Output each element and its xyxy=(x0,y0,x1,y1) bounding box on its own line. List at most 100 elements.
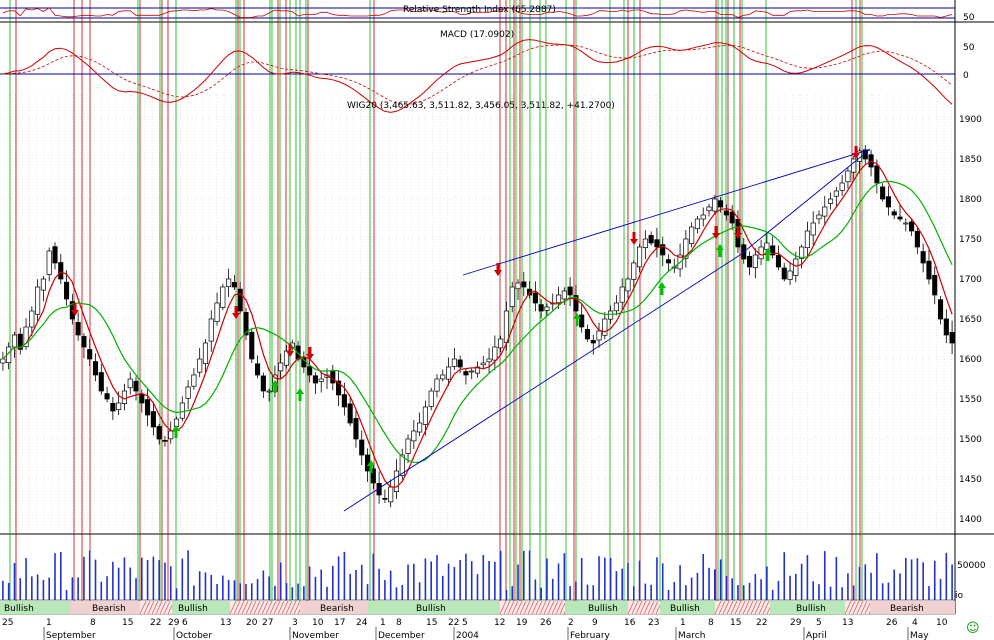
candle-body xyxy=(64,281,70,300)
candle-body xyxy=(173,418,180,427)
date-tick-label: 19 xyxy=(516,618,528,628)
price-tick-label: 1550 xyxy=(959,395,982,405)
candle-body xyxy=(770,245,776,256)
candle-body xyxy=(469,370,475,373)
sentiment-segment xyxy=(870,601,955,614)
sentiment-hatch xyxy=(535,600,543,615)
price-tick-label: 1600 xyxy=(959,355,982,365)
candle-body xyxy=(521,281,527,288)
candle-body xyxy=(937,299,944,320)
sentiment-hatch xyxy=(261,600,269,615)
month-label: October xyxy=(176,631,212,640)
trendline xyxy=(343,254,741,512)
date-tick-label: 8 xyxy=(708,618,714,628)
sentiment-hatch xyxy=(257,600,265,615)
date-tick-label: 10 xyxy=(936,618,948,628)
price-tick-label: 1650 xyxy=(959,315,982,325)
candle-body xyxy=(909,221,915,232)
price-tick-label: 1450 xyxy=(959,475,982,485)
sentiment-hatch xyxy=(714,600,722,615)
candle-body xyxy=(29,310,35,328)
sell-arrow-icon xyxy=(712,226,720,239)
candle-body xyxy=(98,372,104,392)
macd-panel: 50 0 xyxy=(0,39,975,113)
price-tick-label: 1850 xyxy=(959,155,982,165)
date-tick-label: 20 xyxy=(246,618,258,628)
moving-average-slow xyxy=(2,180,953,463)
candle-body xyxy=(758,246,764,260)
date-tick-label: 5 xyxy=(816,618,822,628)
date-tick-label: 26 xyxy=(540,618,552,628)
month-label: March xyxy=(678,631,705,640)
sentiment-hatch xyxy=(143,600,151,615)
candle-body xyxy=(851,158,857,173)
sentiment-hatch xyxy=(237,600,245,615)
date-tick-label: 26 xyxy=(886,618,898,628)
candle-body xyxy=(544,306,550,311)
candle-body xyxy=(197,358,203,373)
candle-body xyxy=(793,258,799,276)
candle-body xyxy=(52,246,58,264)
candle-body xyxy=(393,470,400,492)
sentiment-label: Bullish xyxy=(796,604,826,614)
price-tick-label: 1750 xyxy=(959,235,982,245)
date-tick-label: 5 xyxy=(462,618,468,628)
sentiment-hatch xyxy=(852,600,860,615)
sell-arrow-icon xyxy=(286,344,294,357)
date-tick-label: 25 xyxy=(2,618,13,628)
candle-body xyxy=(584,329,591,340)
candle-body xyxy=(665,259,672,264)
candle-body xyxy=(718,200,724,208)
candle-body xyxy=(370,468,376,484)
candle-body xyxy=(619,286,625,303)
candle-body xyxy=(417,422,423,433)
sentiment-hatch xyxy=(718,600,726,615)
candle-body xyxy=(625,278,631,292)
sentiment-segment xyxy=(565,601,628,614)
sentiment-label: Bearish xyxy=(890,604,924,614)
candle-body xyxy=(17,333,23,350)
date-tick-label: 1 xyxy=(680,618,686,628)
sentiment-hatch xyxy=(507,600,515,615)
candle-body xyxy=(567,286,573,296)
candle-body xyxy=(249,331,255,360)
sentiment-hatch xyxy=(722,600,730,615)
sentiment-hatch xyxy=(289,600,297,615)
date-tick-label: 15 xyxy=(426,618,437,628)
candle-body xyxy=(145,399,151,416)
sentiment-hatch xyxy=(281,600,289,615)
sentiment-segment xyxy=(845,601,870,614)
sentiment-hatch xyxy=(245,600,253,615)
date-tick-label: 29 xyxy=(168,618,180,628)
sentiment-hatch xyxy=(293,600,301,615)
price-panel xyxy=(0,145,955,512)
candle-body xyxy=(920,251,926,264)
candle-body xyxy=(683,238,689,259)
sentiment-label: Bearish xyxy=(92,604,126,614)
rsi-line xyxy=(2,7,953,18)
sentiment-hatch xyxy=(511,600,519,615)
sentiment-label: Bullish xyxy=(178,604,208,614)
price-tick-label: 1900 xyxy=(959,115,982,125)
candle-body xyxy=(752,254,758,269)
candle-body xyxy=(532,292,538,304)
date-tick-label: 16 xyxy=(624,618,636,628)
sentiment-hatch xyxy=(551,600,559,615)
candle-body xyxy=(845,170,851,183)
candle-body xyxy=(880,186,886,200)
candle-body xyxy=(833,190,839,197)
candle-body xyxy=(399,454,405,476)
candle-body xyxy=(226,278,232,287)
sentiment-hatch xyxy=(265,600,273,615)
candle-body xyxy=(561,290,567,300)
candle-body xyxy=(573,295,579,312)
sentiment-hatch xyxy=(635,600,643,615)
date-tick-label: 6 xyxy=(182,618,188,628)
candle-body xyxy=(555,294,562,304)
candle-body xyxy=(608,310,614,320)
buy-arrow-icon xyxy=(658,282,666,295)
sentiment-hatch xyxy=(627,600,635,615)
sentiment-band: Bullish Bearish Bullish Bearish Bullish Bulli… xyxy=(0,600,955,615)
sell-arrow-icon xyxy=(232,306,240,319)
candle-body xyxy=(168,430,174,440)
